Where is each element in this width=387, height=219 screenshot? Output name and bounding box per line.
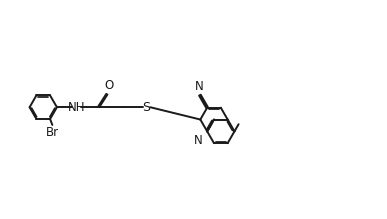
- Text: N: N: [195, 80, 203, 93]
- Text: S: S: [142, 101, 151, 114]
- Text: O: O: [104, 79, 113, 92]
- Text: N: N: [194, 134, 203, 147]
- Text: NH: NH: [68, 101, 85, 114]
- Text: Br: Br: [46, 126, 59, 139]
